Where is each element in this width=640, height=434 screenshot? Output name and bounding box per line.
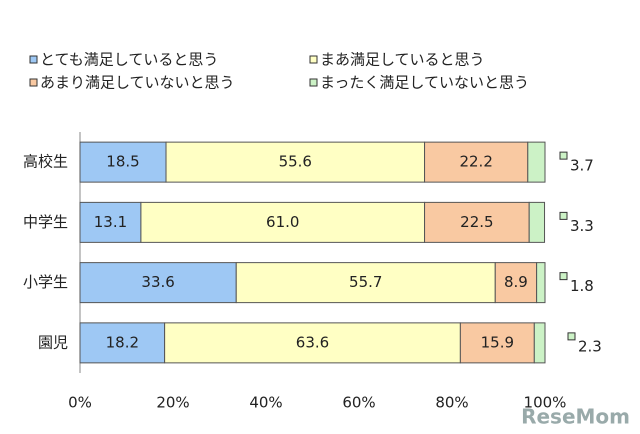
legend-swatch [309,78,318,87]
data-label: 18.5 [106,153,139,171]
data-label: 15.9 [481,333,514,351]
bar-segment [165,141,426,183]
y-tick-label: 中学生 [23,213,68,231]
data-label: 3.3 [570,217,594,235]
bar-segment [79,322,166,364]
bar-segment [79,201,142,243]
x-tick-label: 80% [435,394,468,412]
data-label: 55.7 [349,273,382,291]
bar-segment [536,262,546,304]
x-tick-label: 20% [156,394,189,412]
data-label: 22.5 [460,213,493,231]
legend-swatch [309,55,318,64]
legend-swatch [29,78,38,87]
data-label-marker [559,151,568,160]
data-label: 22.2 [459,153,492,171]
data-label: 33.6 [141,273,174,291]
bar-segment [494,262,538,304]
data-label: 63.6 [296,333,329,351]
x-tick-label: 0% [68,394,92,412]
bar-segment [459,322,535,364]
data-label-marker [559,272,568,281]
data-label: 18.2 [106,333,139,351]
legend-label: あまり満足していないと思う [40,74,235,92]
x-tick-label: 40% [249,394,282,412]
legend-label: とても満足していると思う [40,51,218,69]
data-label: 2.3 [578,337,602,355]
data-label: 61.0 [266,213,299,231]
data-label: 13.1 [94,213,127,231]
bar-segment [424,141,529,183]
data-label: 1.8 [570,277,594,295]
data-label: 3.7 [570,157,594,175]
bar-segment [140,201,426,243]
data-label-marker [559,211,568,220]
bar-segment [533,322,546,364]
data-label-marker [567,332,576,341]
bar-segment [164,322,461,364]
x-tick-label: 60% [342,394,375,412]
y-tick-label: 園児 [38,333,68,351]
legend-label: まったく満足していないと思う [320,74,529,92]
y-tick-label: 高校生 [23,153,68,171]
legend-swatch [29,55,38,64]
x-tick-label: 100% [524,394,567,412]
legend-label: まあ満足していると思う [320,51,485,69]
data-label: 8.9 [504,273,528,291]
data-label: 55.6 [279,153,312,171]
bar-segment [528,201,546,243]
watermark: ReseMom [521,405,630,429]
y-tick-label: 小学生 [23,273,68,291]
bar-segment [79,141,167,183]
bar-segment [424,201,530,243]
bar-segment [527,141,546,183]
